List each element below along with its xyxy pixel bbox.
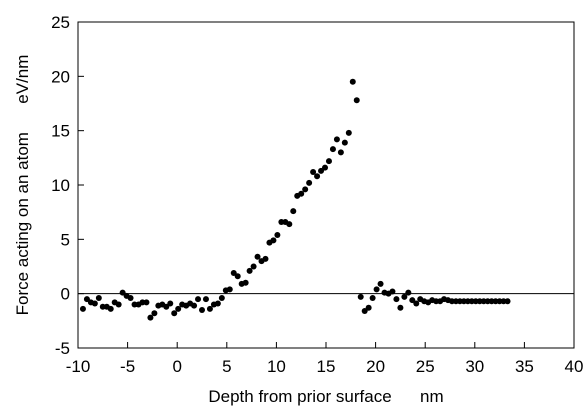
y-axis-label: Force acting on an atom eV/nm [13, 55, 32, 316]
x-tick-label: -5 [120, 357, 135, 376]
data-point [242, 279, 249, 286]
data-point [234, 273, 241, 280]
data-point [393, 296, 400, 303]
data-point [115, 301, 122, 308]
data-point [325, 158, 332, 165]
data-point [389, 288, 396, 295]
y-tick-label: 20 [51, 67, 70, 86]
x-axis-ticks: -10 -5 0 5 10 15 20 25 30 35 40 [66, 342, 584, 376]
data-point [147, 314, 154, 321]
data-point [405, 289, 412, 296]
x-tick-label: 35 [515, 357, 534, 376]
data-point [250, 263, 257, 270]
data-point [274, 231, 281, 238]
x-tick-label: 5 [222, 357, 231, 376]
data-point [143, 299, 150, 306]
x-tick-label: 25 [416, 357, 435, 376]
data-point [206, 305, 213, 312]
data-point [361, 308, 368, 315]
data-point [95, 295, 102, 302]
data-point [337, 149, 344, 156]
data-point [218, 295, 225, 302]
y-tick-label: 10 [51, 176, 70, 195]
data-point [409, 297, 416, 304]
y-tick-label: 15 [51, 122, 70, 141]
data-point [397, 304, 404, 311]
data-point [246, 267, 253, 274]
data-point [254, 253, 261, 260]
data-point [167, 300, 174, 307]
data-point [369, 295, 376, 302]
data-point [119, 289, 126, 296]
data-point [329, 146, 336, 153]
data-point [127, 295, 134, 302]
data-point [318, 167, 325, 174]
data-point [373, 286, 380, 293]
y-tick-label: 5 [61, 230, 70, 249]
x-tick-label: 0 [172, 357, 181, 376]
data-point [333, 136, 340, 143]
data-point [365, 304, 372, 311]
data-point [345, 129, 352, 136]
data-point [175, 305, 182, 312]
data-point [290, 208, 297, 215]
data-point [314, 173, 321, 180]
data-point [504, 298, 511, 305]
data-point [171, 310, 178, 317]
data-point [107, 305, 114, 312]
data-point [286, 221, 293, 228]
data-point [270, 237, 277, 244]
x-tick-label: 15 [317, 357, 336, 376]
data-point [262, 255, 269, 262]
x-tick-label: 20 [366, 357, 385, 376]
x-tick-label: 30 [465, 357, 484, 376]
data-point [413, 300, 420, 307]
data-point [83, 296, 90, 303]
data-point [163, 303, 170, 310]
y-tick-label: 25 [51, 13, 70, 32]
data-point [195, 296, 202, 303]
data-point [310, 168, 317, 175]
data-point [202, 296, 209, 303]
x-tick-label: -10 [66, 357, 91, 376]
y-axis-ticks: -5 0 5 10 15 20 25 [51, 13, 84, 358]
data-point [191, 302, 198, 309]
data-point [306, 179, 313, 186]
data-point [226, 286, 233, 293]
data-point [357, 293, 364, 300]
data-point [230, 270, 237, 277]
data-point [401, 293, 408, 300]
y-tick-label: -5 [55, 339, 70, 358]
data-point [341, 139, 348, 146]
data-point [151, 310, 158, 317]
data-point [298, 190, 305, 197]
data-point [214, 300, 221, 307]
data-point [353, 97, 360, 104]
x-tick-label: 40 [565, 357, 584, 376]
data-point [91, 300, 98, 307]
data-point [79, 305, 86, 312]
data-point [302, 186, 309, 193]
data-point [377, 280, 384, 287]
data-point [349, 78, 356, 85]
x-tick-label: 10 [267, 357, 286, 376]
data-points [79, 78, 511, 321]
x-axis-label: Depth from prior surface nm [208, 387, 443, 406]
data-point [199, 306, 205, 313]
data-point [322, 164, 329, 171]
y-tick-label: 0 [61, 285, 70, 304]
